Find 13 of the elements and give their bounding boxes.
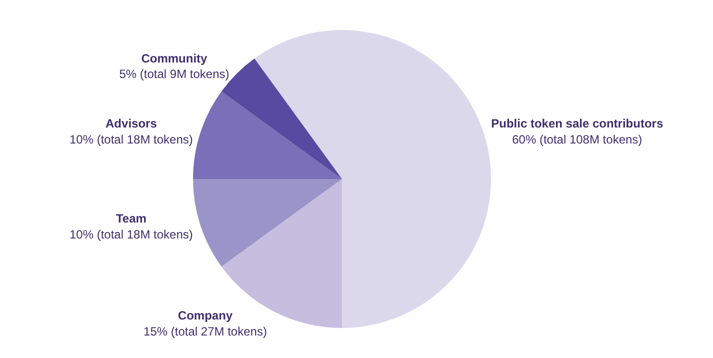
data-label: 10% (total 18M tokens) xyxy=(69,227,193,242)
data-label: 10% (total 18M tokens) xyxy=(69,132,193,146)
data-label: 60% (total 108M tokens) xyxy=(512,132,642,146)
slice-label: Team xyxy=(116,212,146,226)
slice-label: Public token sale contributors xyxy=(491,116,664,131)
slice-label: Advisors xyxy=(106,116,158,131)
slice-label: Company xyxy=(178,308,233,323)
data-label: 15% (total 27M tokens) xyxy=(144,324,267,338)
slice-label: Community xyxy=(141,51,208,66)
data-label: 5% (total 9M tokens) xyxy=(119,67,230,82)
pie-slice xyxy=(254,30,491,328)
pie-slice xyxy=(193,91,342,179)
pie-slice xyxy=(193,179,342,267)
